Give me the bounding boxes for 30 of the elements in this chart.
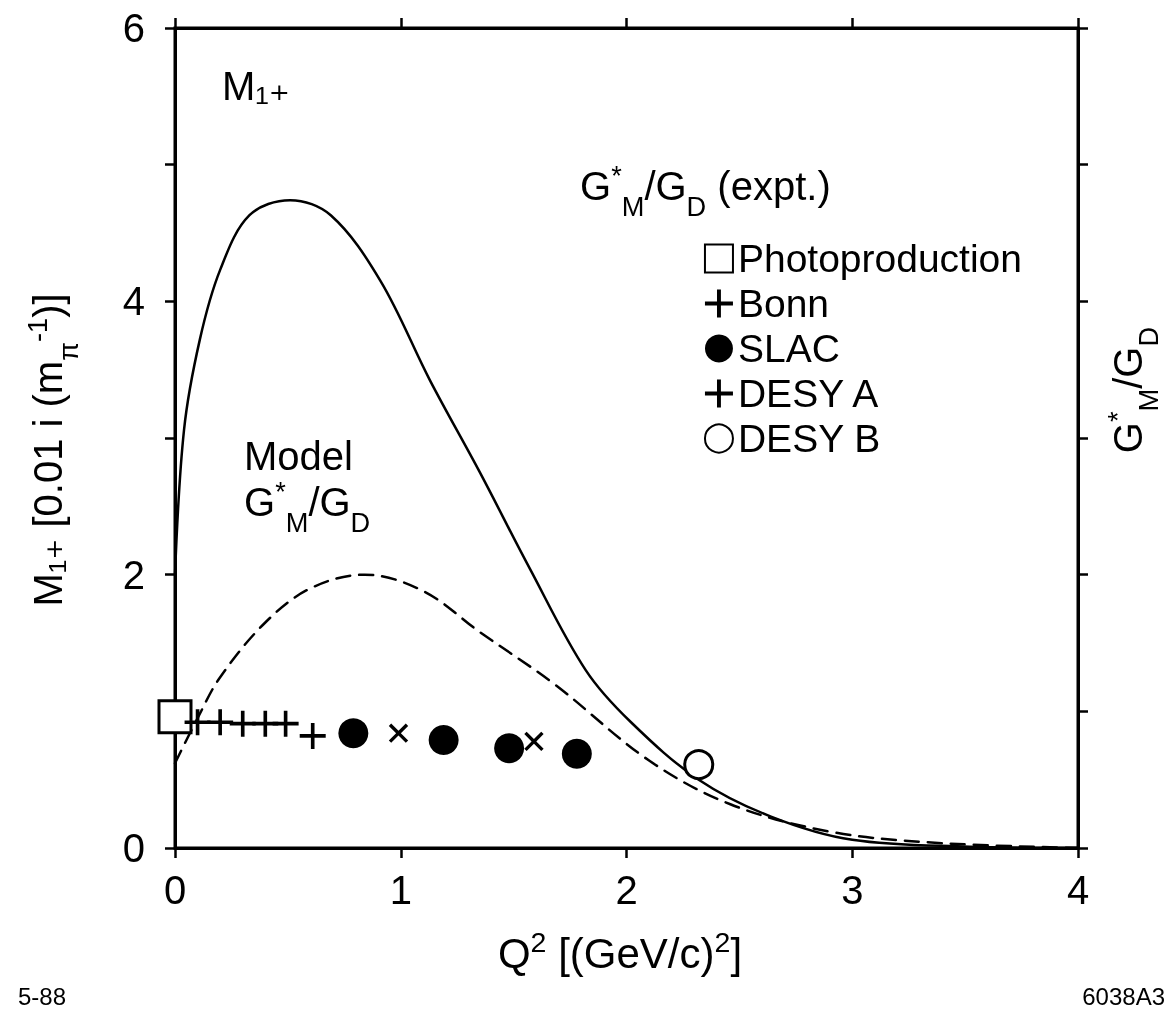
point — [338, 718, 369, 749]
text: 6038A3 — [1082, 983, 1165, 1010]
x-axis-title: Q$^{2}$ [(GeV/c)$^{2}$] — [497, 926, 743, 977]
y-tick-label: 6 — [122, 6, 145, 50]
y-tick-label: 0 — [122, 826, 145, 870]
x-tick-label: 3 — [841, 868, 864, 912]
point — [157, 699, 193, 735]
legend-label: DESY B — [737, 417, 881, 460]
x-tick-label: 0 — [163, 868, 187, 912]
point — [207, 709, 234, 736]
legend-label: Photoproduction — [737, 237, 1022, 280]
y-tick-label: 2 — [122, 552, 145, 597]
annotation: M₁₊ — [222, 64, 290, 108]
x-tick-label: 4 — [1066, 868, 1090, 912]
annotation: Model G$^{*}$$_{M}$/G$_{D}$ — [244, 434, 371, 538]
legend-title: G$^{*}$$_{M}$/G$_{D}$ (expt.) — [580, 159, 831, 222]
point — [299, 722, 326, 749]
text: 5-88 — [18, 983, 67, 1010]
point — [388, 723, 409, 743]
x-tick-label: 1 — [389, 868, 412, 912]
point — [683, 749, 715, 781]
y-tick-label: 4 — [122, 279, 145, 324]
legend-label: DESY A — [737, 372, 879, 415]
point — [561, 738, 592, 769]
legend-label: Bonn — [737, 282, 830, 325]
point — [494, 733, 525, 764]
x-tick-label: 2 — [615, 868, 638, 912]
legend-label: SLAC — [737, 327, 840, 370]
point — [428, 725, 459, 756]
point — [524, 731, 544, 752]
